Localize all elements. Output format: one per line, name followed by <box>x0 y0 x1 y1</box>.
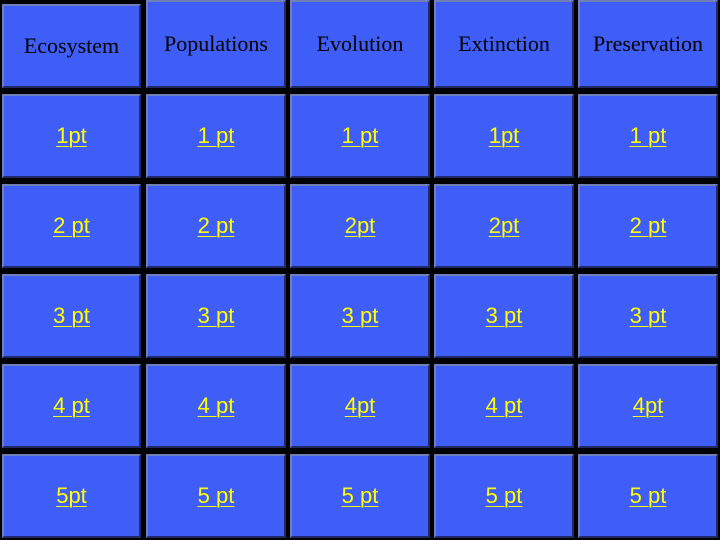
question-populations-1[interactable]: 1 pt <box>146 94 286 178</box>
question-populations-3[interactable]: 3 pt <box>146 274 286 358</box>
question-ecosystem-5[interactable]: 5pt <box>2 454 141 538</box>
question-preservation-2[interactable]: 2 pt <box>578 184 718 268</box>
question-preservation-4[interactable]: 4pt <box>578 364 718 448</box>
question-evolution-4[interactable]: 4pt <box>290 364 430 448</box>
question-populations-5[interactable]: 5 pt <box>146 454 286 538</box>
question-evolution-1[interactable]: 1 pt <box>290 94 430 178</box>
question-evolution-3[interactable]: 3 pt <box>290 274 430 358</box>
question-extinction-4[interactable]: 4 pt <box>434 364 574 448</box>
question-ecosystem-2[interactable]: 2 pt <box>2 184 141 268</box>
question-extinction-2[interactable]: 2pt <box>434 184 574 268</box>
question-preservation-1[interactable]: 1 pt <box>578 94 718 178</box>
question-preservation-5[interactable]: 5 pt <box>578 454 718 538</box>
category-header-evolution: Evolution <box>290 0 430 88</box>
category-header-preservation: Preservation <box>578 0 718 88</box>
question-ecosystem-4[interactable]: 4 pt <box>2 364 141 448</box>
category-header-extinction: Extinction <box>434 0 574 88</box>
question-populations-2[interactable]: 2 pt <box>146 184 286 268</box>
question-populations-4[interactable]: 4 pt <box>146 364 286 448</box>
question-ecosystem-3[interactable]: 3 pt <box>2 274 141 358</box>
question-ecosystem-1[interactable]: 1pt <box>2 94 141 178</box>
question-extinction-5[interactable]: 5 pt <box>434 454 574 538</box>
category-header-populations: Populations <box>146 0 286 88</box>
question-extinction-3[interactable]: 3 pt <box>434 274 574 358</box>
question-preservation-3[interactable]: 3 pt <box>578 274 718 358</box>
question-evolution-2[interactable]: 2pt <box>290 184 430 268</box>
question-evolution-5[interactable]: 5 pt <box>290 454 430 538</box>
question-extinction-1[interactable]: 1pt <box>434 94 574 178</box>
category-header-ecosystem: Ecosystem <box>2 4 141 88</box>
